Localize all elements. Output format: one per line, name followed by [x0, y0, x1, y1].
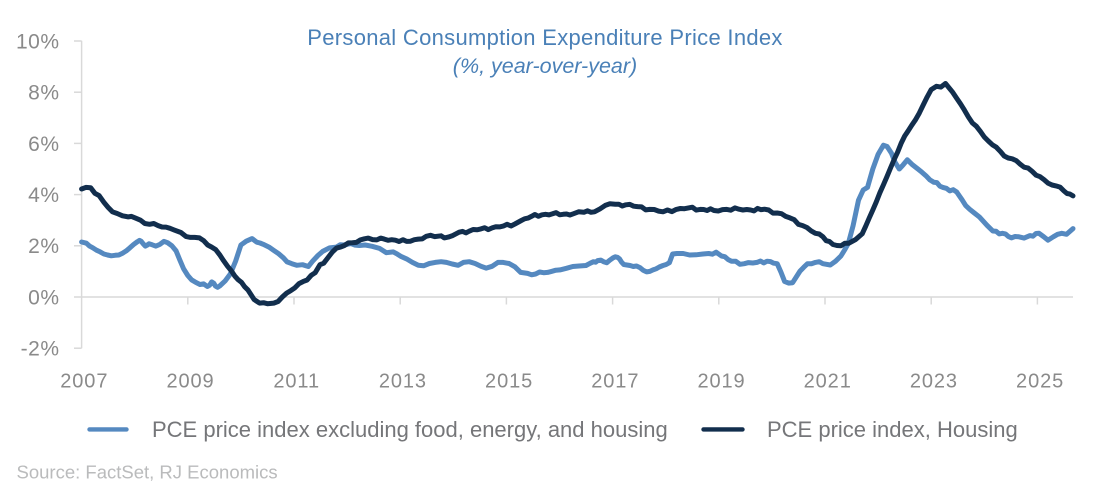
svg-text:2013: 2013 — [379, 370, 427, 392]
svg-text:2025: 2025 — [1016, 370, 1064, 392]
svg-text:2011: 2011 — [273, 370, 320, 392]
svg-text:2007: 2007 — [60, 370, 108, 392]
svg-text:2023: 2023 — [910, 370, 958, 392]
svg-text:2021: 2021 — [804, 370, 852, 392]
svg-text:(%, year-over-year): (%, year-over-year) — [453, 54, 637, 78]
svg-text:2015: 2015 — [485, 370, 533, 392]
svg-text:6%: 6% — [28, 133, 59, 156]
svg-text:10%: 10% — [16, 30, 60, 53]
svg-text:2017: 2017 — [591, 370, 639, 392]
svg-text:2019: 2019 — [697, 370, 745, 392]
svg-text:4%: 4% — [28, 184, 59, 207]
svg-text:8%: 8% — [28, 82, 59, 105]
svg-text:2009: 2009 — [166, 370, 214, 392]
svg-text:0%: 0% — [28, 286, 59, 309]
svg-text:2%: 2% — [28, 235, 59, 258]
svg-text:Source: FactSet, RJ Economics: Source: FactSet, RJ Economics — [17, 461, 278, 482]
svg-text:PCE price index, Housing: PCE price index, Housing — [767, 417, 1018, 442]
svg-text:-2%: -2% — [21, 338, 60, 361]
svg-text:Personal Consumption Expenditu: Personal Consumption Expenditure Price I… — [307, 25, 782, 50]
svg-text:PCE price index excluding food: PCE price index excluding food, energy, … — [152, 417, 668, 442]
